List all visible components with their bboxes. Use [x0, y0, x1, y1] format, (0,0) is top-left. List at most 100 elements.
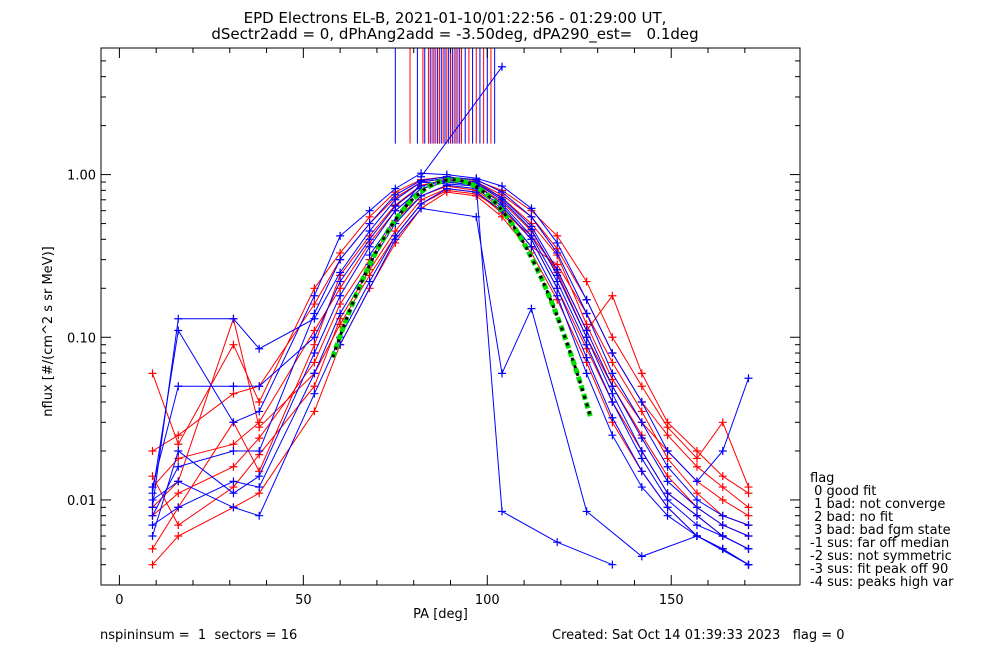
data-point: [174, 477, 183, 486]
data-point: [310, 389, 319, 398]
data-point: [255, 407, 264, 416]
data-point: [174, 503, 183, 512]
series-line: [152, 177, 749, 537]
x-axis-label: PA [deg]: [413, 607, 468, 622]
data-point: [527, 304, 536, 313]
data-point: [582, 369, 591, 378]
data-point: [637, 434, 646, 443]
data-point: [310, 309, 319, 318]
data-point: [310, 333, 319, 342]
data-point: [692, 521, 701, 530]
data-point: [692, 511, 701, 520]
x-tick-label: 150: [659, 593, 684, 608]
data-point: [336, 291, 345, 300]
series-line: [152, 181, 749, 550]
data-point: [527, 204, 536, 213]
data-point: [608, 431, 617, 440]
data-point: [336, 309, 345, 318]
data-point: [718, 418, 727, 427]
data-point: [582, 309, 591, 318]
series-line: [152, 172, 749, 494]
data-point: [365, 227, 374, 236]
data-point: [637, 369, 646, 378]
data-point: [255, 423, 264, 432]
data-point: [692, 462, 701, 471]
data-point: [229, 340, 238, 349]
data-point: [744, 374, 753, 383]
data-point: [310, 407, 319, 416]
data-point: [744, 521, 753, 530]
data-point: [174, 532, 183, 541]
series-line: [152, 189, 749, 508]
y-tick-label: 0.10: [67, 331, 96, 346]
data-point: [391, 184, 400, 193]
data-point: [663, 503, 672, 512]
chart-title-line-2: dSectr2add = 0, dPhAng2add = -3.50deg, d…: [211, 25, 699, 43]
data-point: [229, 489, 238, 498]
data-point: [310, 300, 319, 309]
data-point: [336, 255, 345, 264]
series-line: [152, 188, 749, 526]
data-point: [174, 314, 183, 323]
data-point: [174, 462, 183, 471]
data-point: [692, 532, 701, 541]
data-point: [718, 446, 727, 455]
data-point: [229, 477, 238, 486]
data-point: [391, 206, 400, 215]
data-point: [229, 503, 238, 512]
data-point: [663, 489, 672, 498]
data-point: [663, 511, 672, 520]
data-point: [553, 238, 562, 247]
series-line: [339, 207, 749, 566]
data-point: [608, 358, 617, 367]
series-line: [152, 184, 749, 566]
data-point: [718, 483, 727, 492]
data-point: [608, 560, 617, 569]
data-point: [637, 483, 646, 492]
data-point: [255, 446, 264, 455]
data-point: [608, 413, 617, 422]
data-point: [498, 507, 507, 516]
data-point: [310, 369, 319, 378]
data-point: [663, 454, 672, 463]
data-point: [498, 62, 507, 71]
series-line: [152, 176, 749, 488]
data-point: [498, 182, 507, 191]
data-point: [442, 184, 451, 193]
legend-item: -2 sus: not symmetric: [810, 549, 952, 564]
data-point: [229, 382, 238, 391]
data-point: [310, 340, 319, 349]
data-point: [692, 495, 701, 504]
data-point: [174, 326, 183, 335]
footer-sectors-info: nspininsum = 1 sectors = 16: [100, 628, 298, 643]
y-axis-label: nflux [#/(cm^2 s sr MeV)]: [41, 246, 56, 416]
data-point: [148, 560, 157, 569]
data-point: [663, 495, 672, 504]
series-line: [369, 181, 613, 566]
axis-ticks: 0 50 100 150 0.01 0.10 1.00: [67, 47, 800, 608]
data-point: [553, 538, 562, 547]
data-point: [365, 235, 374, 244]
data-point: [744, 544, 753, 553]
legend-item: 3 bad: bad fgm state: [810, 523, 951, 538]
x-tick-label: 100: [475, 593, 500, 608]
data-point: [553, 248, 562, 257]
data-point: [229, 462, 238, 471]
y-tick-label: 0.01: [67, 494, 96, 509]
data-point: [174, 521, 183, 530]
data-point: [637, 467, 646, 476]
data-point: [310, 358, 319, 367]
data-point: [229, 446, 238, 455]
data-point: [336, 248, 345, 257]
data-point: [718, 472, 727, 481]
data-point: [336, 320, 345, 329]
legend-item: 1 bad: not converge: [810, 497, 946, 512]
data-point: [718, 495, 727, 504]
data-point: [174, 382, 183, 391]
data-point: [148, 369, 157, 378]
legend-item: -1 sus: far off median: [810, 536, 950, 551]
data-point: [174, 431, 183, 440]
data-point: [229, 440, 238, 449]
series-line: [152, 188, 749, 566]
data-point: [692, 503, 701, 512]
